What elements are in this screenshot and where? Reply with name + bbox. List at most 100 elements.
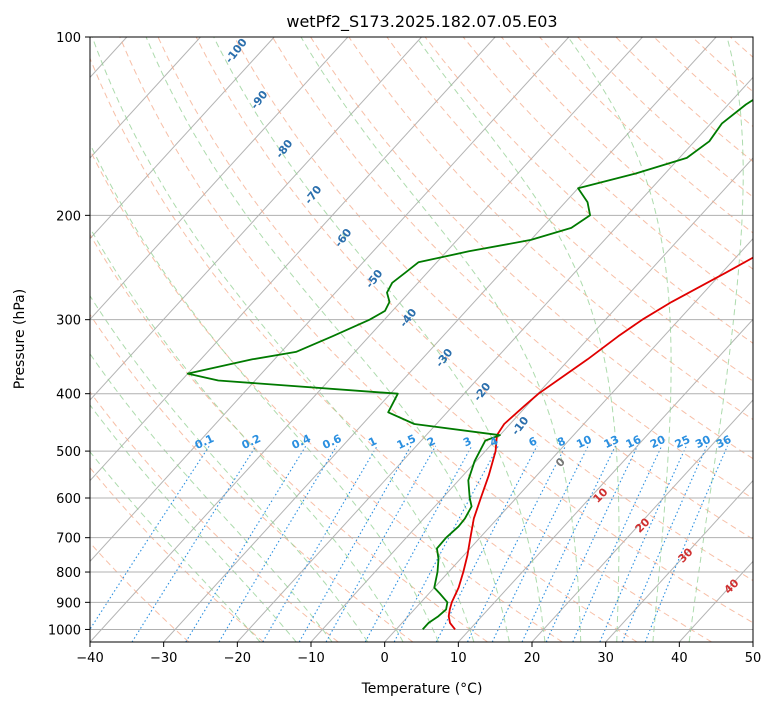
- mixing-ratio-label: 1: [366, 434, 378, 449]
- mixing-ratio-label: 20: [648, 433, 668, 451]
- mixing-ratio-line: [185, 445, 307, 642]
- chart-title: wetPf2_S173.2025.182.07.05.E03: [286, 12, 557, 32]
- x-tick-label: −10: [297, 651, 324, 666]
- x-tick-label: 30: [597, 651, 614, 666]
- mixing-ratio-label: 36: [714, 433, 734, 451]
- y-tick-label: 400: [56, 388, 81, 403]
- moist-adiabat-line: [90, 226, 404, 642]
- mixing-ratio-label: 8: [555, 434, 567, 449]
- dry-adiabat-line: [653, 37, 753, 128]
- isotherm-line: [90, 37, 496, 482]
- isotherm-line: [90, 37, 275, 240]
- mixing-ratio-label: 0.4: [290, 432, 313, 452]
- mixing-ratio-line: [435, 445, 538, 642]
- x-tick-label: −40: [76, 651, 103, 666]
- moist-adiabat-line: [90, 142, 439, 642]
- mixing-ratio-line: [572, 445, 663, 642]
- isotherm-line: [384, 237, 753, 642]
- dry-adiabat-label: -30: [433, 346, 456, 370]
- mixing-ratio-label: 0.2: [240, 432, 263, 452]
- mixing-ratio-line: [599, 445, 687, 642]
- y-tick-label: 600: [56, 492, 81, 507]
- x-tick-label: −20: [224, 651, 251, 666]
- mixing-ratio-label: 6: [527, 434, 540, 449]
- moist-adiabat-label: 10: [591, 485, 611, 505]
- isotherm-line: [90, 37, 349, 321]
- dry-adiabat-line: [386, 37, 753, 382]
- dry-adiabat-line: [195, 37, 753, 582]
- mixing-ratio-line: [467, 445, 567, 642]
- x-tick-label: 40: [671, 651, 688, 666]
- temperature-profile-line: [447, 256, 753, 630]
- isotherm-line: [236, 76, 753, 642]
- mixing-ratio-line: [644, 445, 729, 642]
- dry-adiabat-line: [157, 37, 753, 624]
- dry-adiabat-label: -100: [223, 36, 250, 66]
- dry-adiabat-line: [90, 233, 488, 642]
- dry-adiabat-line: [348, 37, 753, 421]
- mixing-ratio-line: [131, 445, 257, 642]
- moist-adiabat-line: [300, 37, 582, 642]
- moist-adiabat-line: [145, 37, 510, 642]
- dry-adiabat-line: [539, 37, 753, 234]
- x-tick-label: 0: [381, 651, 389, 666]
- mixing-ratio-label: 13: [602, 433, 621, 451]
- dry-adiabat-line: [90, 391, 339, 642]
- moist-adiabat-line: [90, 404, 297, 642]
- isotherm-line: [90, 37, 201, 159]
- mixing-ratio-line: [90, 445, 210, 631]
- isotherm-line: [457, 318, 753, 642]
- y-axis-label: Pressure (hPa): [12, 289, 28, 389]
- mixing-ratio-label: 10: [574, 433, 594, 451]
- mixing-ratio-line: [262, 445, 378, 642]
- isotherm-line: [163, 37, 717, 642]
- isotherm-line: [90, 37, 643, 642]
- mixing-ratio-label: 3: [461, 434, 473, 449]
- isotherm-line: [605, 479, 753, 642]
- x-tick-label: 20: [524, 651, 541, 666]
- dry-adiabat-label: -80: [273, 137, 296, 161]
- y-tick-label: 1000: [48, 623, 81, 638]
- moist-adiabat-line: [90, 294, 369, 642]
- dry-adiabat-label: -20: [471, 380, 494, 404]
- mixing-ratio-line: [325, 445, 437, 642]
- mixing-ratio-line: [521, 445, 616, 642]
- background-lines: [90, 37, 753, 642]
- moist-adiabat-line: [567, 37, 672, 642]
- dry-adiabat-line: [310, 37, 753, 460]
- mixing-ratio-label: 25: [673, 433, 692, 451]
- dry-adiabat-line: [272, 37, 753, 500]
- dry-adiabat-line: [233, 37, 753, 540]
- mixing-ratio-label: 16: [624, 433, 644, 451]
- y-tick-label: 300: [56, 314, 81, 329]
- moist-adiabat-line: [90, 352, 333, 642]
- moist-adiabat-line: [415, 37, 620, 642]
- x-axis-label: Temperature (°C): [361, 681, 483, 697]
- dry-adiabat-label: -90: [248, 88, 271, 112]
- x-tick-label: 10: [450, 651, 467, 666]
- plot-frame: [89, 36, 754, 643]
- y-tick-label: 800: [56, 566, 81, 581]
- isotherm-line: [90, 37, 422, 401]
- dry-adiabat-label: -40: [397, 306, 420, 330]
- moist-adiabat-label: 0: [553, 455, 568, 470]
- moist-adiabat-line: [90, 451, 261, 642]
- moist-adiabat-label: 20: [633, 515, 653, 535]
- y-tick-label: 900: [56, 596, 81, 611]
- dry-adiabat-line: [90, 466, 264, 642]
- isotherm-line: [752, 641, 753, 642]
- mixing-ratio-label: 0.1: [193, 432, 216, 452]
- dry-adiabat-line: [577, 37, 753, 198]
- dry-adiabat-label: -50: [363, 267, 386, 291]
- y-tick-label: 200: [56, 209, 81, 224]
- y-tick-label: 700: [56, 532, 81, 547]
- mixing-ratio-line: [364, 445, 473, 642]
- moist-adiabat-line: [91, 37, 475, 642]
- isotherm-line: [531, 399, 753, 642]
- x-tick-label: 50: [745, 651, 762, 666]
- dewpoint-profile-line: [186, 98, 753, 631]
- moist-adiabat-label: 40: [722, 576, 742, 596]
- pressure-grid: [90, 214, 753, 630]
